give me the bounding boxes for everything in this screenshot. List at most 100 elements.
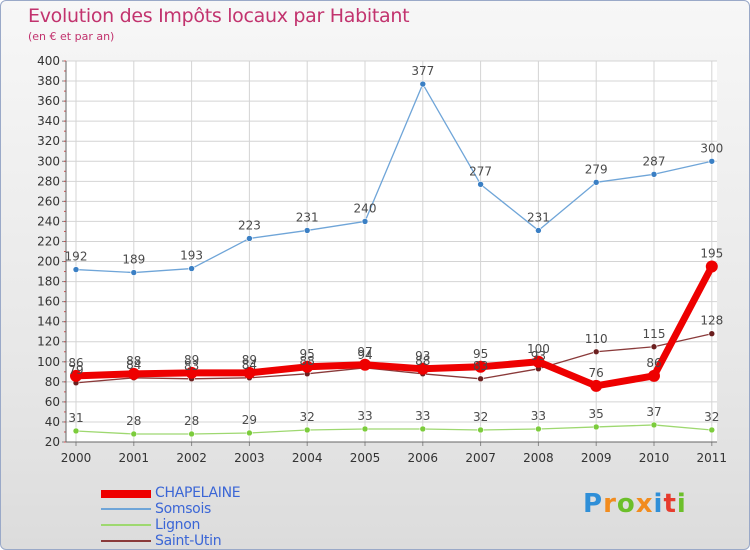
series-line-somsois: [75, 83, 713, 274]
y-tick-label: 400: [37, 54, 60, 68]
data-point-somsois: [650, 170, 658, 178]
data-point-chapelaine: [185, 366, 198, 379]
logo-letter: x: [635, 489, 654, 519]
data-point-somsois: [535, 227, 542, 234]
data-label-somsois: 192: [65, 250, 88, 264]
y-tick-label: 80: [45, 375, 60, 389]
data-label-saint-utin: 88: [415, 354, 430, 368]
data-point-chapelaine: [590, 379, 603, 392]
data-label-lignon: 33: [357, 409, 372, 423]
legend-label: Saint-Utin: [155, 533, 222, 549]
data-point-lignon: [72, 427, 80, 435]
data-label-saint-utin: 94: [357, 348, 372, 362]
data-label-somsois: 287: [643, 154, 666, 168]
series-line-saint-utin: [75, 333, 713, 384]
data-label-saint-utin: 93: [531, 349, 546, 363]
data-point-lignon: [188, 430, 195, 438]
data-label-lignon: 28: [126, 414, 141, 428]
data-label-somsois: 377: [411, 64, 434, 78]
y-tick-label: 300: [37, 154, 60, 168]
data-point-somsois: [419, 80, 427, 88]
x-tick-label: 2003: [234, 451, 265, 465]
x-tick-label: 2004: [292, 451, 323, 465]
data-label-saint-utin: 128: [700, 314, 723, 328]
data-point-somsois: [477, 181, 484, 188]
y-tick-label: 120: [37, 335, 60, 349]
data-point-saint-utin: [592, 348, 600, 356]
data-label-lignon: 31: [68, 411, 83, 425]
y-tick-label: 240: [37, 214, 60, 228]
data-label-saint-utin: 79: [68, 363, 83, 377]
y-tick-label: 320: [37, 134, 60, 148]
y-tick-label: 20: [45, 435, 60, 449]
data-label-saint-utin: 88: [300, 354, 315, 368]
data-label-lignon: 32: [704, 410, 719, 424]
data-label-chapelaine: 89: [242, 353, 257, 367]
data-label-somsois: 277: [469, 164, 492, 178]
data-label-chapelaine: 97: [357, 345, 372, 359]
data-point-lignon: [130, 430, 138, 438]
data-label-lignon: 33: [531, 409, 546, 423]
data-label-somsois: 300: [700, 141, 723, 155]
data-label-saint-utin: 83: [473, 359, 488, 373]
y-tick-label: 100: [37, 355, 60, 369]
chart-title: Evolution des Impôts locaux par Habitant: [28, 5, 410, 27]
data-label-chapelaine: 93: [415, 349, 430, 363]
data-point-somsois: [130, 269, 138, 276]
data-point-lignon: [303, 426, 311, 434]
data-point-lignon: [246, 429, 253, 437]
data-label-chapelaine: 86: [68, 356, 83, 370]
data-point-somsois: [246, 235, 253, 242]
y-tick-label: 60: [45, 395, 60, 409]
chart-subtitle: (en € et par an): [28, 30, 115, 43]
y-tick-label: 380: [37, 74, 60, 88]
legend-swatch: [101, 490, 151, 498]
logo-letter: r: [603, 489, 617, 519]
legend-swatch: [101, 524, 151, 526]
data-point-chapelaine: [705, 260, 718, 273]
data-label-chapelaine: 95: [473, 347, 488, 361]
data-label-lignon: 33: [415, 409, 430, 423]
data-point-chapelaine: [474, 360, 487, 373]
data-label-lignon: 37: [646, 405, 661, 419]
data-point-somsois: [303, 227, 311, 234]
y-tick-label: 140: [37, 315, 60, 329]
data-label-lignon: 32: [473, 410, 488, 424]
logo-letter: o: [616, 489, 636, 519]
y-tick-label: 160: [37, 295, 60, 309]
data-point-somsois: [592, 179, 600, 186]
x-tick-label: 2009: [581, 451, 612, 465]
y-tick-label: 340: [37, 114, 60, 128]
data-label-somsois: 193: [180, 249, 203, 263]
legend-swatch: [101, 540, 151, 542]
data-label-saint-utin: 115: [643, 327, 666, 341]
data-label-chapelaine: 95: [300, 347, 315, 361]
y-tick-label: 200: [37, 255, 60, 269]
data-label-saint-utin: 110: [585, 332, 608, 346]
data-label-saint-utin: 84: [126, 358, 141, 372]
legend-swatch: [101, 508, 151, 510]
data-point-somsois: [361, 218, 369, 225]
legend-item-chapelaine: CHAPELAINE: [101, 485, 351, 502]
x-tick-label: 2011: [697, 451, 728, 465]
x-tick-label: 2002: [176, 451, 207, 465]
logo-letter: i: [676, 489, 687, 519]
data-label-somsois: 189: [122, 253, 145, 267]
x-tick-label: 2006: [408, 451, 439, 465]
x-tick-label: 2005: [350, 451, 381, 465]
x-tick-label: 2010: [639, 451, 670, 465]
data-point-saint-utin: [477, 375, 484, 383]
data-point-chapelaine: [127, 367, 140, 380]
data-label-chapelaine: 88: [126, 354, 141, 368]
logo-letter: P: [583, 489, 604, 519]
y-tick-label: 260: [37, 194, 60, 208]
data-label-chapelaine: 195: [700, 247, 723, 261]
logo-letter: t: [663, 489, 677, 519]
x-tick-label: 2008: [523, 451, 554, 465]
data-point-saint-utin: [708, 330, 716, 338]
logo-letter: i: [653, 489, 664, 519]
data-label-chapelaine: 100: [527, 342, 550, 356]
data-point-chapelaine: [243, 366, 256, 379]
